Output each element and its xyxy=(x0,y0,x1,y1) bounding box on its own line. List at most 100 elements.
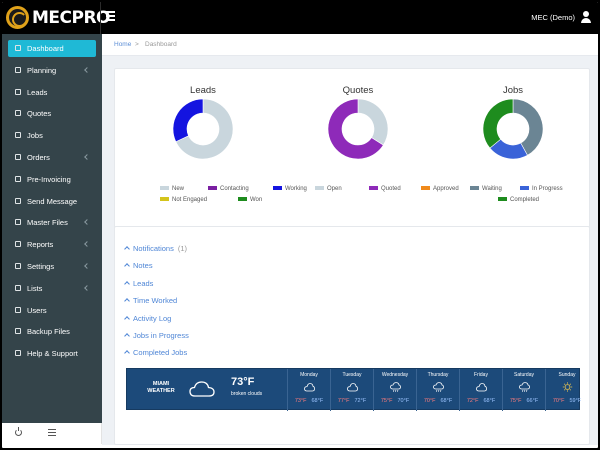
legend-swatch xyxy=(498,197,507,201)
sidebar-item-leads[interactable]: Leads xyxy=(8,84,96,101)
forecast-low: 59°F xyxy=(569,398,582,404)
legend-label: Quoted xyxy=(381,186,401,192)
legend-item-contacting[interactable]: Contacting xyxy=(208,186,249,192)
sidebar-footer xyxy=(2,423,102,444)
chevron-left-icon xyxy=(84,241,90,248)
panel-label: Leads xyxy=(133,278,154,288)
power-icon[interactable] xyxy=(15,427,22,436)
forecast-high: 77°F xyxy=(337,398,350,404)
weather-city-name: MIAMI xyxy=(152,381,170,387)
sidebar-item-users[interactable]: Users xyxy=(8,302,96,319)
sun-icon xyxy=(562,382,573,392)
panel-label: Notifications xyxy=(133,244,174,253)
user-icon[interactable] xyxy=(581,11,592,23)
send-message-icon xyxy=(15,197,21,204)
sidebar-item-label: Leads xyxy=(27,87,48,97)
sidebar-item-send-message[interactable]: Send Message xyxy=(8,193,96,210)
forecast-low: 68°F xyxy=(440,398,453,404)
logo-mark-icon xyxy=(6,6,29,29)
legend-item-approved[interactable]: Approved xyxy=(421,186,459,192)
forecast-high: 73°F xyxy=(294,398,307,404)
logo[interactable]: MECPRO xyxy=(6,6,111,30)
donut-slice-waiting[interactable] xyxy=(512,99,543,156)
forecast-high: 75°F xyxy=(509,398,522,404)
sidebar-item-master-files[interactable]: Master Files xyxy=(8,214,96,231)
panel-toggle-jobs-in-progress[interactable]: Jobs in Progress xyxy=(124,331,189,340)
forecast-temps: 72°F 68°F xyxy=(460,398,502,404)
hamburger-menu-icon[interactable] xyxy=(106,11,115,21)
breadcrumb-separator: > xyxy=(135,41,139,48)
panel-label: Completed Jobs xyxy=(133,348,188,358)
legend-item-completed[interactable]: Completed xyxy=(498,197,539,203)
weather-widget: MIAMI WEATHER 73°F broken clouds Monday 7… xyxy=(126,368,581,411)
sidebar-item-jobs[interactable]: Jobs xyxy=(8,127,96,144)
breadcrumb-home-link[interactable]: Home xyxy=(114,41,132,48)
donut-slice-completed[interactable] xyxy=(483,99,514,149)
chevron-left-icon xyxy=(84,154,90,160)
sidebar-item-backup-files[interactable]: Backup Files xyxy=(8,323,96,340)
legend-label: In Progress xyxy=(532,186,563,192)
quotes-donut xyxy=(328,99,388,159)
legend-swatch xyxy=(520,186,529,190)
sidebar-item-reports[interactable]: Reports xyxy=(8,236,96,253)
forecast-day: Sunday 70°F 59°F xyxy=(545,369,587,411)
user-menu-label[interactable]: MEC (Demo) xyxy=(531,13,575,22)
legend-swatch xyxy=(421,186,430,190)
charts-carousel-card: Leads New Contacting Working Not Engaged Won… xyxy=(114,68,590,248)
legend-item-working[interactable]: Working xyxy=(273,186,307,192)
forecast-high: 70°F xyxy=(552,398,565,404)
legend-item-quoted[interactable]: Quoted xyxy=(369,186,401,192)
leads-icon xyxy=(15,88,21,95)
panel-toggle-completed-jobs[interactable]: Completed Jobs xyxy=(124,348,188,358)
sidebar-item-lists[interactable]: Lists xyxy=(8,280,96,297)
panel-toggle-leads[interactable]: Leads xyxy=(124,278,154,288)
legend-swatch xyxy=(273,186,282,190)
sidebar-item-label: Help & Support xyxy=(27,349,78,359)
sidebar-item-help-support[interactable]: Help & Support xyxy=(8,345,96,362)
legend-swatch xyxy=(238,197,247,201)
chevron-up-icon xyxy=(124,350,130,357)
settings-icon xyxy=(15,263,21,269)
legend-swatch xyxy=(208,186,217,190)
chevron-up-icon xyxy=(124,298,130,305)
legend-item-won[interactable]: Won xyxy=(238,197,262,203)
forecast-day: Friday 72°F 68°F xyxy=(459,369,501,411)
sidebar-item-settings[interactable]: Settings xyxy=(8,258,96,275)
donut-slice-working[interactable] xyxy=(173,99,204,143)
sidebar-item-pre-invoicing[interactable]: Pre-Invoicing xyxy=(8,171,96,188)
sidebar: Dashboard Planning Leads Quotes Jobs Orders Pr… xyxy=(2,34,102,423)
forecast-low: 68°F xyxy=(483,398,496,404)
donut-slice-quoted[interactable] xyxy=(328,99,384,159)
jobs-icon xyxy=(15,132,21,139)
panel-toggle-notes[interactable]: Notes xyxy=(124,261,153,270)
legend-item-not-engaged[interactable]: Not Engaged xyxy=(160,197,207,203)
leads-donut xyxy=(173,99,233,159)
panel-toggle-time-worked[interactable]: Time Worked xyxy=(124,296,177,305)
sidebar-item-planning[interactable]: Planning xyxy=(8,62,96,79)
panel-toggle-notifications[interactable]: Notifications (1) xyxy=(124,244,187,253)
chevron-up-icon xyxy=(124,280,130,287)
sidebar-item-label: Settings xyxy=(27,262,55,271)
sidebar-item-orders[interactable]: Orders xyxy=(8,149,96,166)
legend-item-new[interactable]: New xyxy=(160,186,184,192)
chevron-up-icon xyxy=(124,246,130,252)
logo-text: MECPRO xyxy=(32,8,111,28)
legend-item-in-progress[interactable]: In Progress xyxy=(520,186,563,192)
legend-item-waiting[interactable]: Waiting xyxy=(470,186,502,192)
sidebar-item-label: Dashboard xyxy=(27,44,64,53)
forecast-day: Tuesday 77°F 72°F xyxy=(330,369,372,411)
sidebar-item-quotes[interactable]: Quotes xyxy=(8,105,96,122)
chart-title: Jobs xyxy=(502,85,524,96)
lists-icon xyxy=(15,284,21,291)
menu-lines-icon[interactable] xyxy=(48,429,56,436)
legend-label: Approved xyxy=(433,186,459,192)
forecast-day-name: Wednesday xyxy=(381,372,409,378)
donut-slice-new[interactable] xyxy=(175,99,233,159)
reports-icon xyxy=(15,241,21,248)
planning-icon xyxy=(15,66,21,73)
sidebar-item-dashboard[interactable]: Dashboard xyxy=(8,40,96,57)
dashboard-icon xyxy=(15,45,21,51)
legend-item-open[interactable]: Open xyxy=(315,186,342,192)
panel-toggle-activity-log[interactable]: Activity Log xyxy=(124,314,171,323)
donut-slice-open[interactable] xyxy=(357,99,388,146)
